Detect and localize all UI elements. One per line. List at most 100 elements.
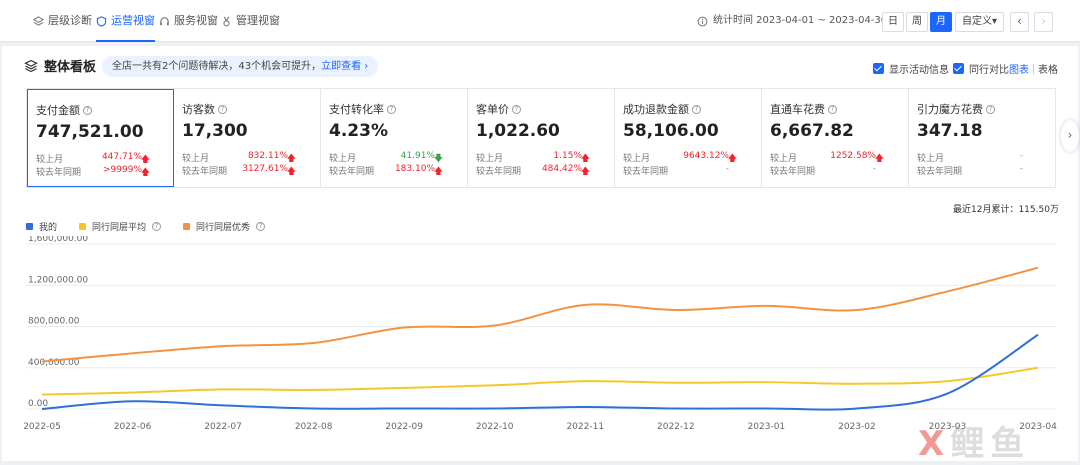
x-tick-label: 2022-06 <box>114 422 152 432</box>
yoy-value: - <box>1019 164 1023 174</box>
watermark: X鲤鱼 <box>918 416 1030 465</box>
prev-period-button[interactable]: ‹ <box>1010 12 1029 32</box>
mom-label: 较上月 <box>182 154 210 164</box>
period-custom-button[interactable]: 自定义▾ <box>955 12 1004 32</box>
stat-time-text: 统计时间 2023-04-01 ~ 2023-04-30 <box>713 15 888 26</box>
yoy-label: 较去年同期 <box>182 167 228 177</box>
tab-layer-diagnosis[interactable]: 层级诊断 <box>33 0 92 42</box>
peer-compare-label: 同行对比 <box>969 65 1009 76</box>
mom-value: 447.71% <box>101 152 142 162</box>
arrow-up-icon: 🡅 <box>433 167 443 177</box>
x-tick-label: 2022-09 <box>385 422 423 432</box>
cumulative-total: 最近12月累计：115.50万 <box>953 205 1059 215</box>
metric-card[interactable]: 访客数? 17,300 较上月 832.11% 🡅 较去年同期 3127.61% 🡅 <box>174 89 321 187</box>
panel-title-text: 整体看板 <box>44 60 97 75</box>
metric-value: 4.23% <box>329 121 388 141</box>
y-tick-label: 0.00 <box>28 399 48 409</box>
legend-swatch <box>183 223 191 230</box>
view-toggle: 图表 表格 <box>1009 61 1058 76</box>
question-icon[interactable]: ? <box>387 104 396 114</box>
x-tick-label: 2022-10 <box>476 422 514 432</box>
metric-card[interactable]: 成功退款金额? 58,106.00 较上月 9643.12% 🡅 较去年同期 - <box>615 89 762 187</box>
yoy-value: 3127.61% <box>242 164 288 174</box>
question-icon[interactable]: ? <box>256 222 266 231</box>
layer-icon <box>33 15 44 26</box>
legend-swatch <box>79 223 87 230</box>
tab-label: 层级诊断 <box>48 14 92 27</box>
metric-card[interactable]: 引力魔方花费? 347.18 较上月 - 较去年同期 - <box>909 89 1055 187</box>
chevron-right-icon: › <box>1067 128 1073 142</box>
peer-compare-checkbox[interactable]: 同行对比 <box>953 61 1009 76</box>
period-month-button[interactable]: 月 <box>930 12 952 32</box>
show-activity-checkbox[interactable]: 显示活动信息 <box>873 61 949 76</box>
yoy-label: 较去年同期 <box>770 167 816 177</box>
period-week-button[interactable]: 周 <box>906 12 928 32</box>
period-day-button[interactable]: 日 <box>882 12 904 32</box>
metric-label-text: 访客数 <box>182 103 215 116</box>
y-tick-label: 400,000.00 <box>28 358 80 368</box>
metric-label: 访客数? <box>182 101 320 117</box>
mom-value: - <box>1019 151 1023 161</box>
yoy-label: 较去年同期 <box>917 167 963 177</box>
tab-operations-view[interactable]: 运营视窗 <box>96 0 155 42</box>
tab-service-view[interactable]: 服务视窗 <box>159 0 218 42</box>
metric-card[interactable]: 客单价? 1,022.60 较上月 1.15% 🡅 较去年同期 484.42% 🡅 <box>468 89 615 187</box>
metric-card[interactable]: 支付金额? 747,521.00 较上月 447.71% 🡅 较去年同期 >9999% 🡅 <box>27 89 174 187</box>
x-tick-label: 2023-01 <box>748 422 786 432</box>
series-line-0[interactable] <box>41 333 1039 411</box>
yoy-value: - <box>872 164 876 174</box>
question-icon[interactable]: ? <box>512 104 521 114</box>
yoy-label: 较去年同期 <box>623 167 669 177</box>
metric-value: 747,521.00 <box>36 122 144 142</box>
mom-label: 较上月 <box>329 154 357 164</box>
question-icon[interactable]: ? <box>218 104 227 114</box>
yoy-label: 较去年同期 <box>329 167 375 177</box>
yoy-value: >9999% <box>103 165 142 175</box>
metric-card[interactable]: 支付转化率? 4.23% 较上月 41.91% 🡇 较去年同期 183.10% 🡅 <box>321 89 468 187</box>
legend-item[interactable]: 我的 <box>26 220 57 233</box>
next-period-button[interactable]: › <box>1034 12 1053 32</box>
watermark-x: X <box>918 424 951 464</box>
arrow-up-icon: 🡅 <box>140 168 150 178</box>
x-tick-label: 2022-12 <box>657 422 695 432</box>
question-icon[interactable]: ? <box>152 222 162 231</box>
info-icon <box>697 16 708 26</box>
overview-panel: 整体看板 全店一共有2个问题待解决，43个机会可提升，立即查看 › 显示活动信息… <box>2 46 1079 464</box>
legend-item[interactable]: 同行同层平均? <box>79 220 162 233</box>
legend-label: 我的 <box>39 223 58 233</box>
mom-label: 较上月 <box>770 154 798 164</box>
metric-label: 直通车花费? <box>770 101 908 117</box>
chevron-left-icon: ‹ <box>1017 14 1022 28</box>
stat-time: 统计时间 2023-04-01 ~ 2023-04-30 <box>697 0 887 42</box>
mom-value: 9643.12% <box>683 151 729 161</box>
arrow-up-icon: 🡅 <box>286 167 296 177</box>
question-icon[interactable]: ? <box>986 104 995 114</box>
table-view-toggle[interactable]: 表格 <box>1038 65 1058 76</box>
metrics-next-button[interactable]: › <box>1061 120 1079 152</box>
x-tick-label: 2023-02 <box>838 422 876 432</box>
metric-label: 客单价? <box>476 101 614 117</box>
metric-cards: 支付金额? 747,521.00 较上月 447.71% 🡅 较去年同期 >9999% 🡅 访客… <box>26 88 1056 188</box>
yoy-label: 较去年同期 <box>36 168 82 178</box>
yoy-value: 484.42% <box>541 164 582 174</box>
legend-item[interactable]: 同行同层优秀? <box>183 220 266 233</box>
view-now-link[interactable]: 立即查看 <box>321 61 362 72</box>
x-tick-label: 2023-04 <box>1019 422 1057 432</box>
headset-icon <box>160 16 169 25</box>
question-icon[interactable]: ? <box>828 104 837 114</box>
metric-label-text: 直通车花费 <box>770 103 825 116</box>
question-icon[interactable]: ? <box>692 104 701 114</box>
arrow-up-icon: 🡅 <box>286 154 296 164</box>
mom-label: 较上月 <box>917 154 945 164</box>
question-icon[interactable]: ? <box>83 105 92 115</box>
metric-label: 支付转化率? <box>329 101 467 117</box>
chart-legend: 我的 同行同层平均? 同行同层优秀? <box>26 220 266 233</box>
y-tick-label: 1,200,000.00 <box>28 275 88 285</box>
metric-card[interactable]: 直通车花费? 6,667.82 较上月 1252.58% 🡅 较去年同期 - <box>762 89 909 187</box>
metric-label: 支付金额? <box>36 102 173 118</box>
chart-view-toggle[interactable]: 图表 <box>1009 65 1029 76</box>
tab-label: 管理视窗 <box>236 14 280 27</box>
series-line-2[interactable] <box>41 266 1039 363</box>
tab-management-view[interactable]: 管理视窗 <box>221 0 280 42</box>
series-line-1[interactable] <box>41 366 1039 396</box>
